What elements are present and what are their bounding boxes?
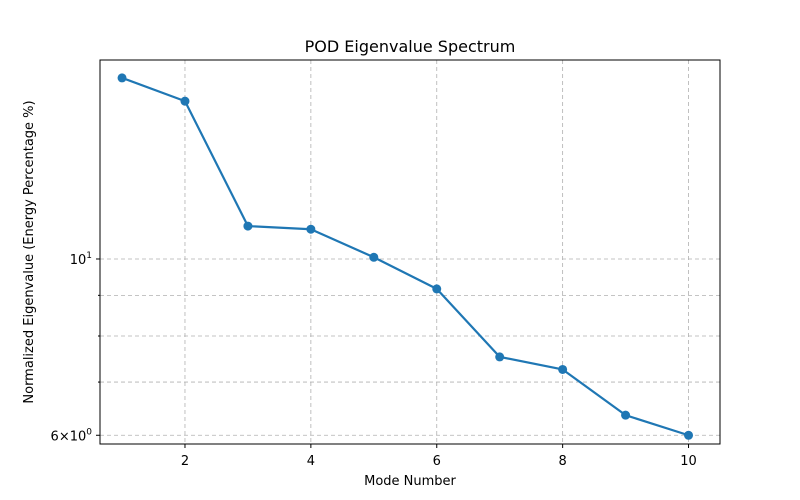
x-tick-label: 8 <box>558 454 566 469</box>
data-point <box>684 430 694 440</box>
data-point <box>432 284 442 294</box>
data-point <box>558 364 568 374</box>
x-tick-label: 10 <box>680 454 697 469</box>
y-tick-label: 101 <box>70 251 92 268</box>
data-point <box>495 352 505 362</box>
data-point <box>180 96 190 106</box>
data-point <box>306 224 316 234</box>
x-axis-label: Mode Number <box>364 474 456 489</box>
y-tick-label: 6×100 <box>51 427 93 444</box>
data-point <box>621 410 631 420</box>
y-axis-label: Normalized Eigenvalue (Energy Percentage… <box>22 100 37 403</box>
series-line <box>121 76 689 437</box>
data-point <box>117 73 127 83</box>
grid <box>100 60 720 444</box>
data-point <box>369 252 379 262</box>
data-series <box>117 73 694 440</box>
x-tick-label: 6 <box>433 454 441 469</box>
data-point <box>243 221 253 231</box>
x-tick-label: 4 <box>307 454 315 469</box>
axis-ticks: 2 4 6 8 10 101 6×100 <box>51 251 697 469</box>
chart-title: POD Eigenvalue Spectrum <box>305 37 516 56</box>
plot-frame <box>99 59 721 445</box>
x-tick-label: 2 <box>181 454 189 469</box>
